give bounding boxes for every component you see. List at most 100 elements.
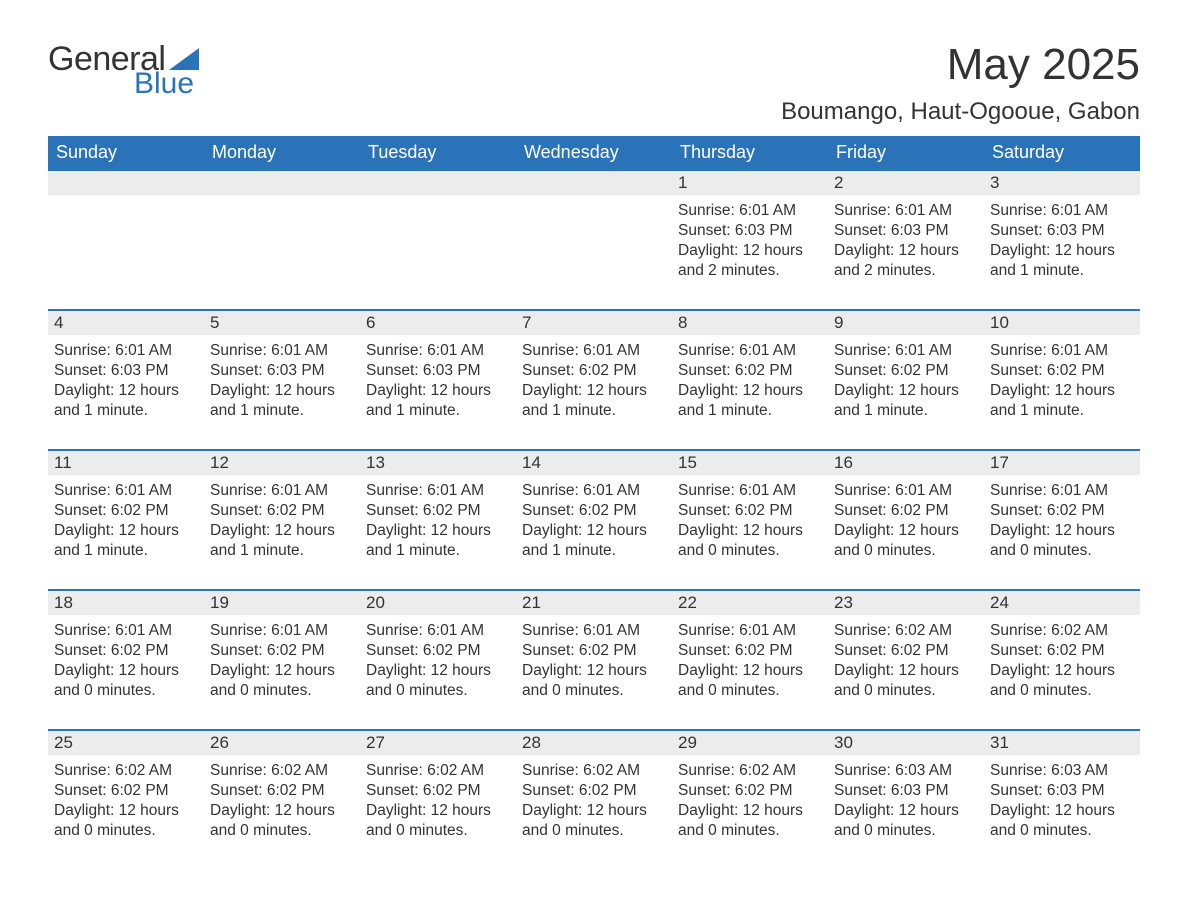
calendar-day-cell: 4Sunrise: 6:01 AMSunset: 6:03 PMDaylight…	[48, 310, 204, 450]
calendar-day-cell: 17Sunrise: 6:01 AMSunset: 6:02 PMDayligh…	[984, 450, 1140, 590]
sunrise-line: Sunrise: 6:01 AM	[522, 341, 666, 361]
daylight-line: Daylight: 12 hours and 0 minutes.	[54, 661, 198, 701]
sunrise-line: Sunrise: 6:01 AM	[678, 341, 822, 361]
calendar-day-cell: 24Sunrise: 6:02 AMSunset: 6:02 PMDayligh…	[984, 590, 1140, 730]
daylight-line: Daylight: 12 hours and 1 minute.	[522, 381, 666, 421]
calendar-day-cell: 30Sunrise: 6:03 AMSunset: 6:03 PMDayligh…	[828, 730, 984, 870]
day-details: Sunrise: 6:01 AMSunset: 6:03 PMDaylight:…	[672, 195, 828, 298]
calendar-day-cell: 23Sunrise: 6:02 AMSunset: 6:02 PMDayligh…	[828, 590, 984, 730]
daylight-line: Daylight: 12 hours and 0 minutes.	[678, 661, 822, 701]
daylight-line: Daylight: 12 hours and 1 minute.	[834, 381, 978, 421]
sunset-line: Sunset: 6:03 PM	[834, 781, 978, 801]
sunset-line: Sunset: 6:03 PM	[990, 221, 1134, 241]
day-number: 2	[828, 171, 984, 195]
sunrise-line: Sunrise: 6:01 AM	[366, 341, 510, 361]
calendar-day-cell: 27Sunrise: 6:02 AMSunset: 6:02 PMDayligh…	[360, 730, 516, 870]
day-details: Sunrise: 6:02 AMSunset: 6:02 PMDaylight:…	[204, 755, 360, 858]
daylight-line: Daylight: 12 hours and 1 minute.	[522, 521, 666, 561]
header: General Blue May 2025 Boumango, Haut-Ogo…	[48, 40, 1140, 126]
day-details: Sunrise: 6:01 AMSunset: 6:02 PMDaylight:…	[48, 615, 204, 718]
sunrise-line: Sunrise: 6:02 AM	[522, 761, 666, 781]
sunrise-line: Sunrise: 6:01 AM	[990, 341, 1134, 361]
day-details: Sunrise: 6:01 AMSunset: 6:03 PMDaylight:…	[48, 335, 204, 438]
day-number: 28	[516, 731, 672, 755]
empty-day-bar	[48, 171, 204, 195]
calendar-week-row: 25Sunrise: 6:02 AMSunset: 6:02 PMDayligh…	[48, 730, 1140, 870]
daylight-line: Daylight: 12 hours and 1 minute.	[54, 521, 198, 561]
sunset-line: Sunset: 6:02 PM	[366, 641, 510, 661]
calendar-day-cell: 29Sunrise: 6:02 AMSunset: 6:02 PMDayligh…	[672, 730, 828, 870]
sunrise-line: Sunrise: 6:01 AM	[54, 481, 198, 501]
day-details: Sunrise: 6:01 AMSunset: 6:02 PMDaylight:…	[360, 615, 516, 718]
calendar-day-cell: 20Sunrise: 6:01 AMSunset: 6:02 PMDayligh…	[360, 590, 516, 730]
sunrise-line: Sunrise: 6:01 AM	[210, 621, 354, 641]
calendar-day-cell: 8Sunrise: 6:01 AMSunset: 6:02 PMDaylight…	[672, 310, 828, 450]
sunset-line: Sunset: 6:02 PM	[522, 781, 666, 801]
sunset-line: Sunset: 6:02 PM	[522, 641, 666, 661]
day-details: Sunrise: 6:01 AMSunset: 6:03 PMDaylight:…	[204, 335, 360, 438]
calendar-week-row: 11Sunrise: 6:01 AMSunset: 6:02 PMDayligh…	[48, 450, 1140, 590]
daylight-line: Daylight: 12 hours and 0 minutes.	[366, 661, 510, 701]
day-details: Sunrise: 6:01 AMSunset: 6:02 PMDaylight:…	[516, 335, 672, 438]
weekday-header-row: SundayMondayTuesdayWednesdayThursdayFrid…	[48, 136, 1140, 170]
calendar-day-cell: 31Sunrise: 6:03 AMSunset: 6:03 PMDayligh…	[984, 730, 1140, 870]
daylight-line: Daylight: 12 hours and 1 minute.	[366, 381, 510, 421]
day-number: 15	[672, 451, 828, 475]
day-number: 13	[360, 451, 516, 475]
sunset-line: Sunset: 6:02 PM	[678, 781, 822, 801]
weekday-header: Friday	[828, 136, 984, 170]
calendar-day-cell: 7Sunrise: 6:01 AMSunset: 6:02 PMDaylight…	[516, 310, 672, 450]
calendar-day-cell: 11Sunrise: 6:01 AMSunset: 6:02 PMDayligh…	[48, 450, 204, 590]
day-number: 22	[672, 591, 828, 615]
day-details: Sunrise: 6:01 AMSunset: 6:02 PMDaylight:…	[672, 615, 828, 718]
day-details: Sunrise: 6:01 AMSunset: 6:02 PMDaylight:…	[672, 475, 828, 578]
sunset-line: Sunset: 6:02 PM	[990, 501, 1134, 521]
daylight-line: Daylight: 12 hours and 0 minutes.	[990, 801, 1134, 841]
sunrise-line: Sunrise: 6:01 AM	[678, 621, 822, 641]
day-details: Sunrise: 6:03 AMSunset: 6:03 PMDaylight:…	[984, 755, 1140, 858]
calendar-empty-cell	[360, 170, 516, 310]
day-details: Sunrise: 6:01 AMSunset: 6:03 PMDaylight:…	[828, 195, 984, 298]
weekday-header: Tuesday	[360, 136, 516, 170]
sunset-line: Sunset: 6:02 PM	[678, 641, 822, 661]
location-subtitle: Boumango, Haut-Ogooue, Gabon	[781, 98, 1140, 126]
day-number: 21	[516, 591, 672, 615]
day-number: 11	[48, 451, 204, 475]
day-number: 10	[984, 311, 1140, 335]
sunrise-line: Sunrise: 6:02 AM	[678, 761, 822, 781]
daylight-line: Daylight: 12 hours and 1 minute.	[210, 521, 354, 561]
daylight-line: Daylight: 12 hours and 1 minute.	[990, 241, 1134, 281]
sunset-line: Sunset: 6:02 PM	[522, 501, 666, 521]
weekday-header: Sunday	[48, 136, 204, 170]
day-details: Sunrise: 6:01 AMSunset: 6:02 PMDaylight:…	[516, 615, 672, 718]
sunset-line: Sunset: 6:03 PM	[678, 221, 822, 241]
day-details: Sunrise: 6:01 AMSunset: 6:02 PMDaylight:…	[204, 475, 360, 578]
sunrise-line: Sunrise: 6:02 AM	[990, 621, 1134, 641]
day-number: 12	[204, 451, 360, 475]
day-number: 5	[204, 311, 360, 335]
calendar-day-cell: 26Sunrise: 6:02 AMSunset: 6:02 PMDayligh…	[204, 730, 360, 870]
sunrise-line: Sunrise: 6:01 AM	[366, 481, 510, 501]
weekday-header: Monday	[204, 136, 360, 170]
day-number: 9	[828, 311, 984, 335]
month-title: May 2025	[781, 40, 1140, 90]
calendar-day-cell: 12Sunrise: 6:01 AMSunset: 6:02 PMDayligh…	[204, 450, 360, 590]
day-details: Sunrise: 6:01 AMSunset: 6:02 PMDaylight:…	[360, 475, 516, 578]
daylight-line: Daylight: 12 hours and 0 minutes.	[522, 801, 666, 841]
empty-day-bar	[204, 171, 360, 195]
daylight-line: Daylight: 12 hours and 0 minutes.	[210, 661, 354, 701]
day-details: Sunrise: 6:01 AMSunset: 6:02 PMDaylight:…	[672, 335, 828, 438]
daylight-line: Daylight: 12 hours and 1 minute.	[678, 381, 822, 421]
day-details: Sunrise: 6:03 AMSunset: 6:03 PMDaylight:…	[828, 755, 984, 858]
calendar-table: SundayMondayTuesdayWednesdayThursdayFrid…	[48, 136, 1140, 870]
calendar-day-cell: 10Sunrise: 6:01 AMSunset: 6:02 PMDayligh…	[984, 310, 1140, 450]
sunrise-line: Sunrise: 6:01 AM	[678, 201, 822, 221]
sunrise-line: Sunrise: 6:01 AM	[522, 621, 666, 641]
weekday-header: Thursday	[672, 136, 828, 170]
title-block: May 2025 Boumango, Haut-Ogooue, Gabon	[781, 40, 1140, 126]
empty-day-bar	[360, 171, 516, 195]
daylight-line: Daylight: 12 hours and 1 minute.	[54, 381, 198, 421]
sunset-line: Sunset: 6:02 PM	[522, 361, 666, 381]
sunrise-line: Sunrise: 6:02 AM	[54, 761, 198, 781]
day-number: 17	[984, 451, 1140, 475]
